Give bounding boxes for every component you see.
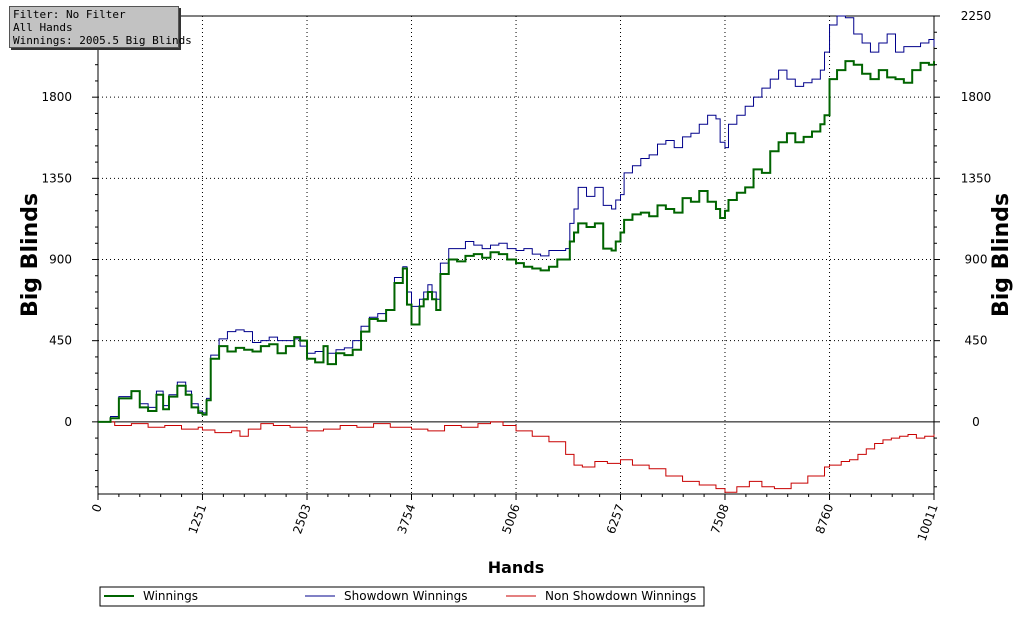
x-tick-label: 8760: [813, 502, 837, 535]
x-tick-label: 5006: [499, 502, 523, 535]
x-tick-label: 1251: [186, 502, 210, 535]
legend-label-showdown: Showdown Winnings: [344, 589, 468, 603]
y-tick-label-right: 450: [965, 334, 988, 348]
y-tick-label-left: 0: [64, 415, 72, 429]
hands-label: All Hands: [13, 21, 73, 34]
y-tick-label-right: 900: [965, 253, 988, 267]
y-tick-label-right: 0: [972, 415, 980, 429]
x-tick-label: 6257: [604, 502, 628, 535]
winnings-label: Winnings: 2005.5 Big Blinds: [13, 34, 192, 47]
x-tick-label: 2503: [290, 502, 314, 535]
x-axis-title: Hands: [488, 558, 545, 577]
y-tick-label-left: 1800: [41, 90, 72, 104]
x-tick-label: 0: [89, 502, 105, 514]
legend-box: [99, 586, 705, 607]
y-tick-label-right: 1800: [961, 90, 992, 104]
filter-info-box: Filter: No Filter All Hands Winnings: 20…: [9, 6, 192, 48]
filter-label: Filter: No Filter: [13, 8, 126, 21]
axis-ticks: 0 1251 2503 3754 5006 6257 7508 8760 10011 0 0 450 4…: [41, 9, 991, 543]
series-winnings: [98, 60, 935, 423]
series-lines: [98, 15, 935, 493]
legend: Winnings Showdown Winnings Non Showdown …: [99, 586, 705, 607]
legend-label-winnings: Winnings: [143, 589, 198, 603]
x-tick-label: 7508: [708, 502, 732, 535]
x-tick-label: 3754: [395, 502, 419, 535]
y-axis-title-left: Big Blinds: [18, 193, 43, 317]
y-tick-label-right: 2250: [961, 9, 992, 23]
series-showdown-winnings: [98, 15, 935, 423]
y-tick-label-left: 450: [49, 334, 72, 348]
legend-label-non-showdown: Non Showdown Winnings: [545, 589, 696, 603]
y-tick-label-right: 1350: [961, 171, 992, 185]
x-tick-label: 10011: [915, 502, 941, 543]
y-tick-label-left: 1350: [41, 171, 72, 185]
y-tick-label-left: 900: [49, 253, 72, 267]
series-non-showdown-winnings: [98, 421, 935, 493]
grid: [98, 16, 934, 494]
y-axis-title-right: Big Blinds: [989, 193, 1014, 317]
